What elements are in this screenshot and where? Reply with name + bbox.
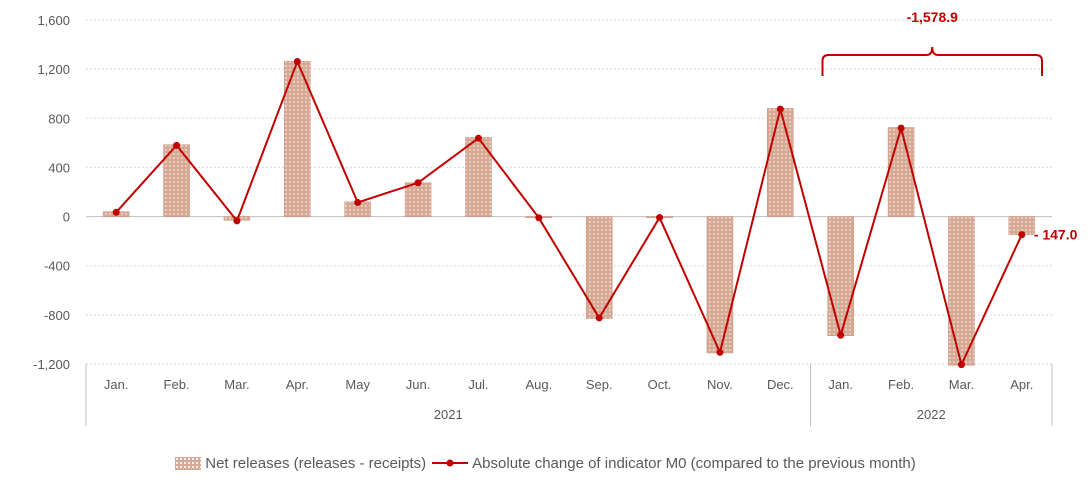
line-point	[716, 348, 724, 356]
bar	[827, 216, 854, 336]
x-tick-label: Nov.	[707, 377, 733, 392]
line-series	[112, 58, 1026, 369]
y-tick-label: 0	[63, 210, 70, 225]
line-marker-icon	[432, 459, 469, 467]
line-point	[1018, 231, 1026, 239]
legend-label-line: Absolute change of indicator M0 (compare…	[472, 454, 916, 472]
y-axis: -1,200 -800 -400 0 400 800 1,200 1,600	[33, 13, 70, 372]
x-tick-label: Jul.	[468, 377, 488, 392]
y-tick-label: 1,600	[37, 13, 70, 28]
year-label: 2022	[917, 407, 946, 422]
line-point	[656, 214, 664, 222]
bar	[948, 216, 975, 366]
line-point	[414, 179, 422, 187]
y-tick-label: -800	[44, 308, 70, 323]
x-tick-label: Jan.	[104, 377, 129, 392]
year-label: 2021	[434, 407, 463, 422]
x-axis: Jan. Feb. Mar. Apr. May Jun. Jul. Aug. Sep. Oct. N…	[85, 364, 1053, 426]
x-tick-label: Feb.	[888, 377, 914, 392]
line-point	[837, 331, 845, 339]
annotations: -1,578.9 - 147.0	[821, 9, 1078, 243]
y-tick-label: -1,200	[33, 357, 70, 372]
line-point	[173, 141, 181, 149]
y-tick-label: 1,200	[37, 62, 70, 77]
line-point	[897, 124, 905, 132]
line-point	[595, 314, 603, 322]
bar-series	[102, 60, 1036, 366]
legend-label-bars: Net releases (releases - receipts)	[205, 454, 427, 472]
bar-swatch-icon	[175, 456, 202, 470]
bar	[887, 127, 915, 217]
bracket-label: -1,578.9	[907, 9, 959, 25]
bar	[404, 182, 432, 217]
bar	[585, 216, 613, 319]
series-line	[115, 58, 1023, 368]
line-point	[535, 214, 543, 222]
legend-item-bars: Net releases (releases - receipts)	[175, 455, 426, 472]
bracket-2022	[821, 46, 1043, 76]
y-tick-label: 400	[48, 160, 70, 175]
y-tick-label: 800	[48, 111, 70, 126]
x-tick-label: Mar.	[224, 377, 249, 392]
line-point	[293, 58, 301, 66]
x-tick-label: Mar.	[949, 377, 974, 392]
line-point	[776, 105, 784, 113]
line-point	[957, 361, 965, 369]
last-value-label: - 147.0	[1034, 227, 1078, 243]
line-point	[233, 217, 241, 225]
line-point	[112, 208, 120, 216]
bar	[706, 216, 734, 354]
line-point	[474, 134, 482, 142]
x-tick-label: Apr.	[286, 377, 309, 392]
x-tick-label: Apr.	[1010, 377, 1033, 392]
x-tick-label: May	[345, 377, 370, 392]
legend: Net releases (releases - receipts) Absol…	[0, 451, 1091, 475]
x-tick-label: Aug.	[525, 377, 552, 392]
y-tick-label: -400	[44, 259, 70, 274]
x-tick-label: Sep.	[586, 377, 613, 392]
x-tick-label: Feb.	[164, 377, 190, 392]
bar	[767, 108, 794, 217]
legend-item-line: Absolute change of indicator M0 (compare…	[432, 455, 916, 472]
x-tick-label: Jun.	[406, 377, 431, 392]
x-tick-label: Dec.	[767, 377, 794, 392]
x-tick-label: Oct.	[648, 377, 672, 392]
line-point	[354, 198, 362, 206]
x-tick-label: Jan.	[828, 377, 853, 392]
